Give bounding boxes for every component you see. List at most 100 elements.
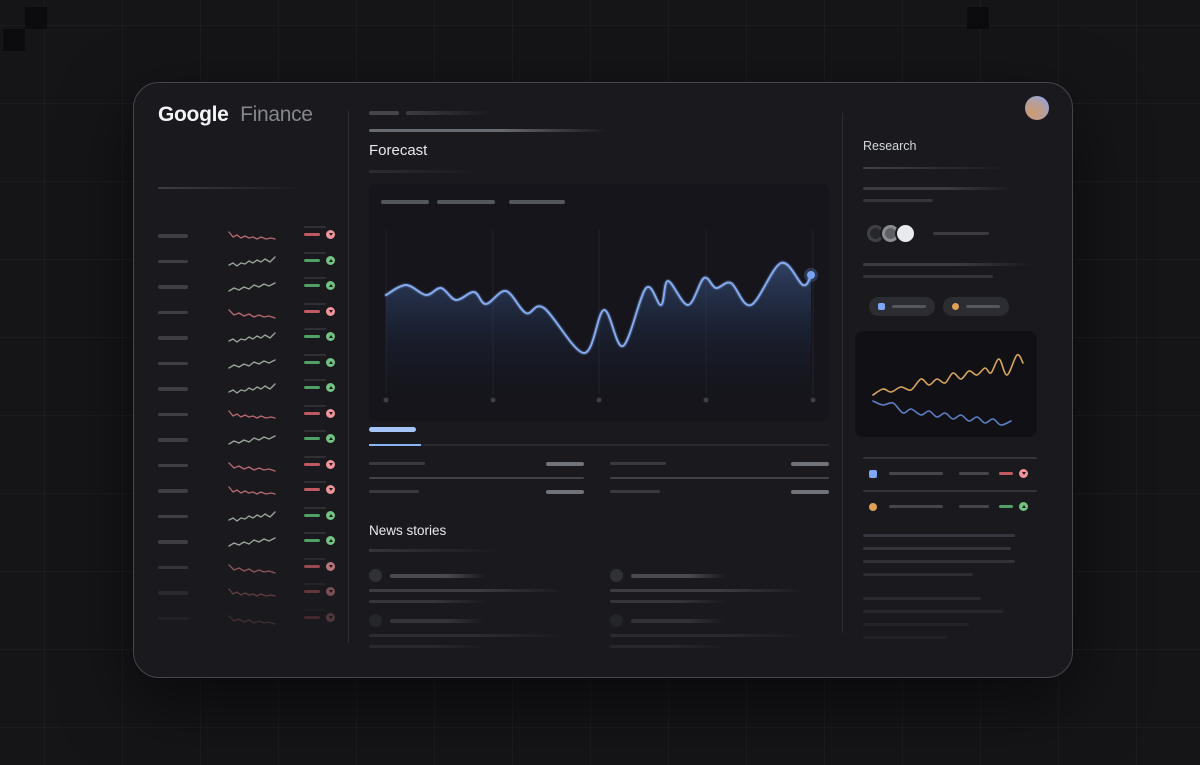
app-window: Google Finance xyxy=(133,82,1073,678)
change-bar xyxy=(304,411,320,415)
change-bar xyxy=(304,539,320,542)
skeleton-change-caption xyxy=(304,506,326,509)
watchlist-row[interactable] xyxy=(158,555,348,581)
watchlist-row[interactable] xyxy=(158,325,348,351)
skeleton-text-line xyxy=(863,623,969,626)
watchlist-row[interactable] xyxy=(158,351,348,377)
watchlist xyxy=(158,223,348,643)
skeleton-chart-tab[interactable] xyxy=(509,200,565,204)
news-item[interactable] xyxy=(369,614,579,652)
sparkline-chart xyxy=(228,537,276,547)
yellow-circle-swatch-icon xyxy=(952,303,959,310)
watchlist-row[interactable] xyxy=(158,427,348,453)
skeleton-text-line xyxy=(863,636,947,639)
watchlist-row[interactable] xyxy=(158,529,348,555)
sparkline-chart xyxy=(228,510,276,522)
skeleton-text-line xyxy=(863,534,1015,537)
skeleton-news-source xyxy=(631,619,726,623)
watchlist-row[interactable] xyxy=(158,504,348,530)
skeleton-chart-tab[interactable] xyxy=(437,200,495,204)
sparkline-chart xyxy=(228,435,276,445)
skeleton-change-caption xyxy=(304,353,326,356)
watchlist-row[interactable] xyxy=(158,402,348,428)
trend-icon xyxy=(326,383,335,392)
skeleton-ticker-name xyxy=(158,285,188,289)
skeleton-change-caption xyxy=(304,583,326,585)
news-item[interactable] xyxy=(610,614,820,652)
analyst-avatar-stack[interactable] xyxy=(863,223,1037,245)
trend-icon xyxy=(326,230,335,239)
news-source-avatar xyxy=(369,569,382,582)
trend-down-icon xyxy=(1019,469,1028,478)
skeleton-news-source xyxy=(390,619,485,623)
skeleton-news-headline xyxy=(610,634,806,637)
research-paragraph xyxy=(863,534,1037,586)
compare-chip-yellow[interactable] xyxy=(943,297,1009,316)
sparkline-chart xyxy=(228,486,276,495)
skeleton-text-line xyxy=(863,547,1011,550)
trend-icon xyxy=(326,459,335,469)
range-tab-indicator xyxy=(369,444,421,446)
watchlist-row[interactable] xyxy=(158,300,348,326)
change-bar xyxy=(304,462,320,466)
legend-divider xyxy=(863,457,1037,459)
skeleton-legend-value xyxy=(959,505,989,508)
watchlist-row[interactable] xyxy=(158,606,348,632)
news-heading: News stories xyxy=(369,523,447,538)
trend-icon xyxy=(326,561,335,571)
sparkline-chart xyxy=(228,563,276,574)
forecast-area-chart[interactable] xyxy=(369,228,829,408)
forecast-heading: Forecast xyxy=(369,142,428,159)
trend-icon xyxy=(326,332,335,341)
skeleton-ticker-name xyxy=(158,463,188,467)
skeleton-chart-tab[interactable] xyxy=(381,200,429,204)
watchlist-row[interactable] xyxy=(158,478,348,504)
change-bar xyxy=(304,488,320,491)
watchlist-row[interactable] xyxy=(158,580,348,606)
sparkline-chart xyxy=(228,383,276,394)
forecast-chart-card xyxy=(369,184,829,421)
skeleton-news-headline xyxy=(369,634,565,637)
change-bar xyxy=(304,513,320,517)
watchlist-row[interactable] xyxy=(158,249,348,275)
change-bar xyxy=(304,233,320,236)
skeleton-chip-label xyxy=(892,305,926,308)
skeleton-ticker-name xyxy=(158,540,188,544)
chart-end-dot xyxy=(807,271,815,279)
watchlist-row[interactable] xyxy=(158,274,348,300)
series-blue-line xyxy=(872,400,1012,426)
skeleton-ticker-name xyxy=(158,234,188,238)
change-bar xyxy=(304,309,320,313)
trend-icon xyxy=(326,612,335,622)
skeleton-legend-value xyxy=(959,472,989,475)
watchlist-row[interactable] xyxy=(158,376,348,402)
news-item[interactable] xyxy=(610,569,820,607)
compare-chip-blue[interactable] xyxy=(869,297,935,316)
user-avatar[interactable] xyxy=(1025,96,1049,120)
blue-square-swatch-icon xyxy=(869,470,877,478)
trend-icon xyxy=(326,536,335,545)
skeleton-text-line xyxy=(863,187,1013,190)
skeleton-text-line xyxy=(863,573,973,576)
news-item[interactable] xyxy=(369,569,579,607)
series-yellow-line xyxy=(872,353,1024,396)
research-compare-chart[interactable] xyxy=(863,333,1037,437)
change-bar xyxy=(304,360,320,364)
panel-divider-left xyxy=(348,111,349,643)
app-logo[interactable]: Google Finance xyxy=(158,103,313,127)
sparkline-chart xyxy=(228,614,276,625)
change-bar xyxy=(304,258,320,262)
compare-chart-card xyxy=(855,331,1037,437)
range-tab-selected[interactable] xyxy=(369,427,416,432)
watchlist-row[interactable] xyxy=(158,453,348,479)
skeleton-legend-name xyxy=(889,505,943,508)
skeleton-change-caption xyxy=(304,455,326,458)
skeleton-ticker-name xyxy=(158,616,188,620)
panel-divider-right xyxy=(842,113,843,633)
skeleton-stat-label xyxy=(610,490,660,493)
skeleton-news-headline xyxy=(369,600,487,603)
news-source-avatar xyxy=(610,569,623,582)
news-source-avatar xyxy=(610,614,623,627)
sparkline-chart xyxy=(228,308,276,319)
watchlist-row[interactable] xyxy=(158,223,348,249)
